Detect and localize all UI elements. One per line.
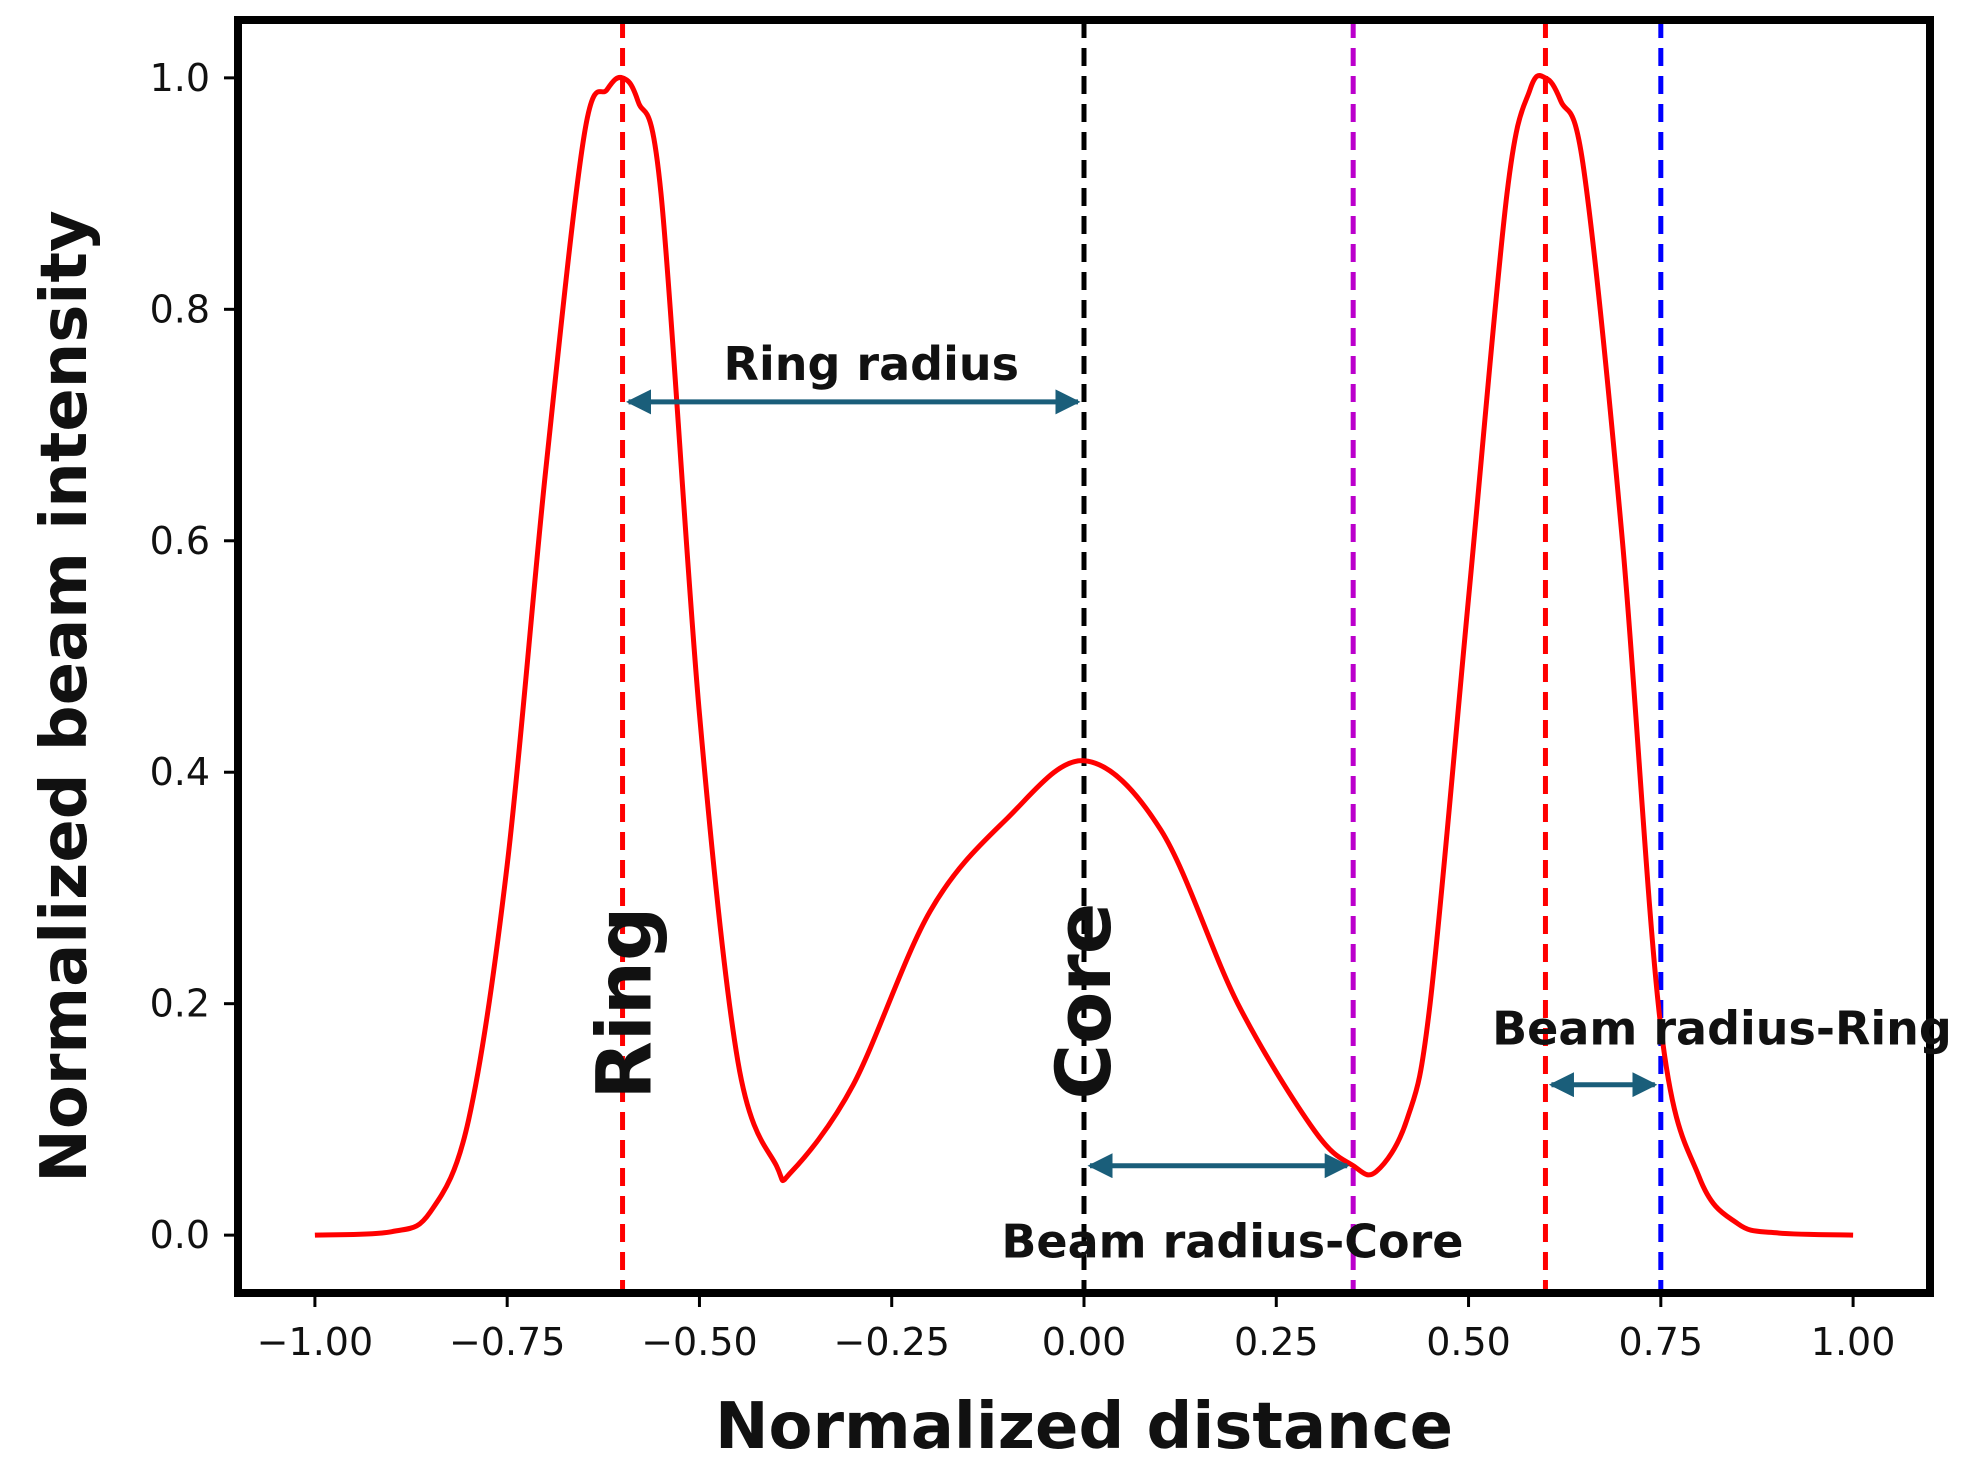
- plot-frame: [234, 16, 1934, 1297]
- y-tick-label: 0.0: [150, 1213, 210, 1257]
- x-tick-label: −0.50: [641, 1320, 757, 1364]
- x-tick-label: −1.00: [257, 1320, 373, 1364]
- beam-radius-ring-label: Beam radius-Ring: [1492, 1002, 1952, 1056]
- y-axis-title: Normalized beam intensity: [28, 210, 102, 1182]
- x-axis-title: Normalized distance: [715, 1390, 1453, 1464]
- x-tick-label: −0.25: [834, 1320, 950, 1364]
- y-axis-ticks: 0.0 0.2 0.4 0.6 0.8 1.0: [150, 56, 238, 1257]
- x-tick-label: 0.00: [1042, 1320, 1127, 1364]
- y-tick-label: 0.6: [150, 519, 210, 563]
- y-tick-label: 0.2: [150, 982, 210, 1026]
- reference-lines: [620, 20, 1664, 1293]
- arrow-layer: [626, 389, 1658, 1179]
- x-tick-label: 0.25: [1234, 1320, 1319, 1364]
- ring-radius-label: Ring radius: [724, 337, 1019, 391]
- ring-vertical-label: Ring: [580, 907, 669, 1100]
- x-tick-label: 0.50: [1426, 1320, 1511, 1364]
- y-tick-label: 1.0: [150, 56, 210, 100]
- y-tick-label: 0.4: [150, 750, 210, 794]
- x-tick-label: 1.00: [1811, 1320, 1896, 1364]
- x-axis-ticks: −1.00 −0.75 −0.50 −0.25 0.00 0.25 0.50 0.75 1.00: [257, 1293, 1896, 1364]
- beam-radius-core-label: Beam radius-Core: [1001, 1215, 1463, 1269]
- core-vertical-label: Core: [1039, 903, 1128, 1100]
- x-tick-label: 0.75: [1619, 1320, 1704, 1364]
- series-line-0: [314, 73, 1854, 1238]
- y-tick-label: 0.8: [150, 287, 210, 331]
- series-layer: [314, 73, 1854, 1238]
- x-tick-label: −0.75: [449, 1320, 565, 1364]
